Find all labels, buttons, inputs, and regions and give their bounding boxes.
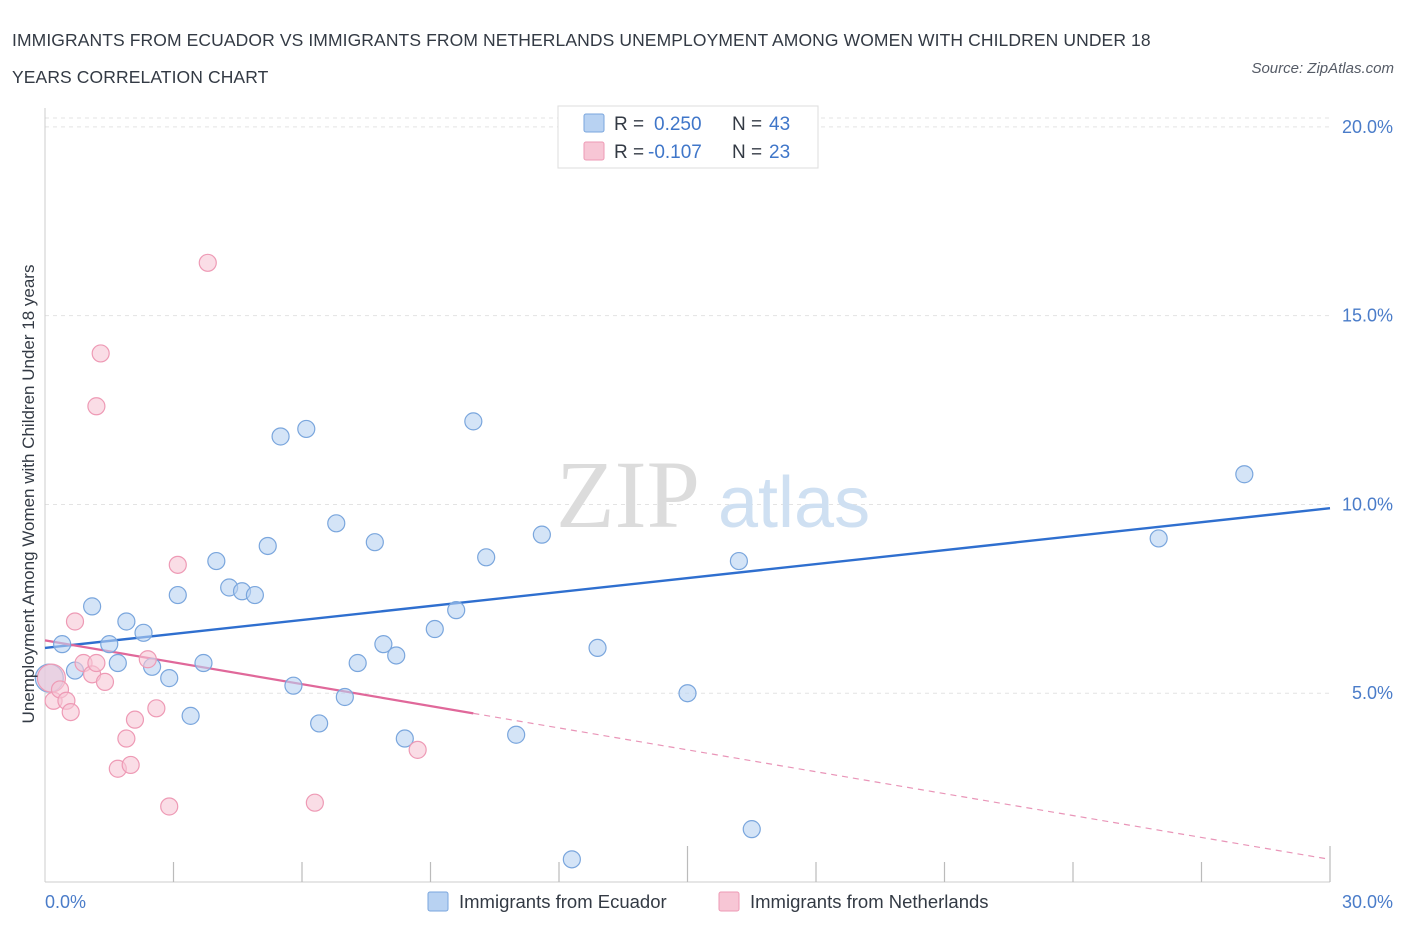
y-tick-label-0: 5.0% [1352,683,1393,703]
ecuador-point-28 [395,729,414,748]
netherlands-point-10 [91,344,110,363]
ecuador-point-26 [374,635,393,654]
ecuador-point-20 [297,419,316,439]
ecuador-point-12 [194,653,213,673]
netherlands-point-4 [61,702,80,722]
netherlands-point-14 [121,755,140,775]
ecuador-point-11 [181,706,200,725]
netherlands-point-8 [87,653,106,673]
netherlands-point-20 [198,253,217,272]
ecuador-point-32 [477,548,496,567]
ecuador-point-17 [258,536,277,556]
watermark-atlas: atlas [718,463,870,543]
legend-n-value-netherlands: 23 [769,142,790,163]
ecuador-point-1 [53,635,72,654]
ecuador-point-37 [678,684,697,703]
ecuador-point-27 [387,646,406,665]
bottom-legend-swatch-netherlands [718,891,740,912]
y-axis-title: Unemployment Among Women with Children U… [19,265,38,724]
ecuador-point-38 [729,551,749,571]
ecuador-point-39 [742,820,761,839]
legend-n-value-ecuador: 43 [769,114,790,135]
ecuador-point-6 [117,612,136,631]
legend-r-label-ecuador: R = [614,114,644,135]
legend-swatch-ecuador [583,113,605,133]
netherlands-trend-dashed [473,712,1331,860]
ecuador-point-10 [168,585,187,605]
netherlands-point-17 [147,699,166,718]
x-tick-label-0: 0.0% [45,892,86,912]
netherlands-point-13 [117,729,136,748]
netherlands-trend-solid [44,639,474,715]
ecuador-point-41 [1149,529,1168,548]
ecuador-point-30 [447,601,466,620]
y-tick-label-3: 20.0% [1342,117,1393,137]
netherlands-point-9 [87,397,106,416]
ecuador-point-18 [271,427,290,446]
ecuador-point-13 [207,551,226,571]
x-tick-label-1: 30.0% [1342,892,1393,912]
legend-r-value-ecuador: 0.250 [654,114,702,135]
ecuador-point-5 [108,653,127,673]
legend-n-label-netherlands: N = [732,142,762,163]
ecuador-point-16 [245,585,264,605]
ecuador-point-4 [100,635,119,654]
bottom-legend-label-netherlands: Immigrants from Netherlands [750,891,989,912]
ecuador-point-23 [335,687,354,707]
ecuador-point-36 [588,638,607,658]
ecuador-point-19 [284,676,303,695]
legend-r-label-netherlands: R = [614,142,644,163]
ecuador-point-7 [134,623,153,642]
ecuador-point-42 [1235,465,1254,484]
legend-swatch-netherlands [583,141,605,161]
chart-source: Source: ZipAtlas.com [1251,60,1394,77]
trend-layer [44,507,1331,860]
ecuador-point-31 [464,412,483,431]
bottom-legend-swatch-ecuador [427,891,449,912]
watermark: ZIP atlas [556,441,870,548]
ecuador-point-29 [425,619,444,639]
chart-title: IMMIGRANTS FROM ECUADOR VS IMMIGRANTS FR… [12,30,1151,87]
netherlands-point-19 [168,555,187,574]
ecuador-point-25 [365,533,384,552]
y-tick-label-1: 10.0% [1342,494,1393,514]
grid-layer [45,117,1330,694]
ecuador-point-35 [562,850,581,869]
points-layer [34,136,1254,869]
watermark-zip: ZIP [556,441,700,548]
netherlands-point-21 [305,793,324,812]
ecuador-point-34 [532,525,551,544]
y-tick-label-2: 15.0% [1342,306,1393,326]
legend-r-value-netherlands: -0.107 [648,142,702,163]
ecuador-point-22 [327,514,346,533]
netherlands-point-5 [65,612,85,631]
ecuador-point-9 [160,669,179,688]
axis-layer: 5.0% 10.0% 15.0% 20.0% 0.0% 30.0% [44,108,1393,912]
series-legend: Immigrants from Ecuador Immigrants from … [427,891,989,912]
netherlands-point-16 [138,650,157,669]
netherlands-point-15 [125,710,145,729]
netherlands-point-22 [408,740,427,759]
ecuador-point-24 [348,653,367,673]
netherlands-point-18 [160,797,179,816]
bottom-legend-label-ecuador: Immigrants from Ecuador [459,891,667,912]
ecuador-point-21 [310,714,329,733]
legend-n-label-ecuador: N = [732,114,762,135]
ecuador-point-3 [83,597,102,616]
ecuador-point-33 [507,725,526,744]
stats-legend: R = 0.250 N = 43 R = -0.107 N = 23 [557,105,819,169]
netherlands-point-11 [95,672,115,691]
ecuador-trend-line [44,507,1331,650]
